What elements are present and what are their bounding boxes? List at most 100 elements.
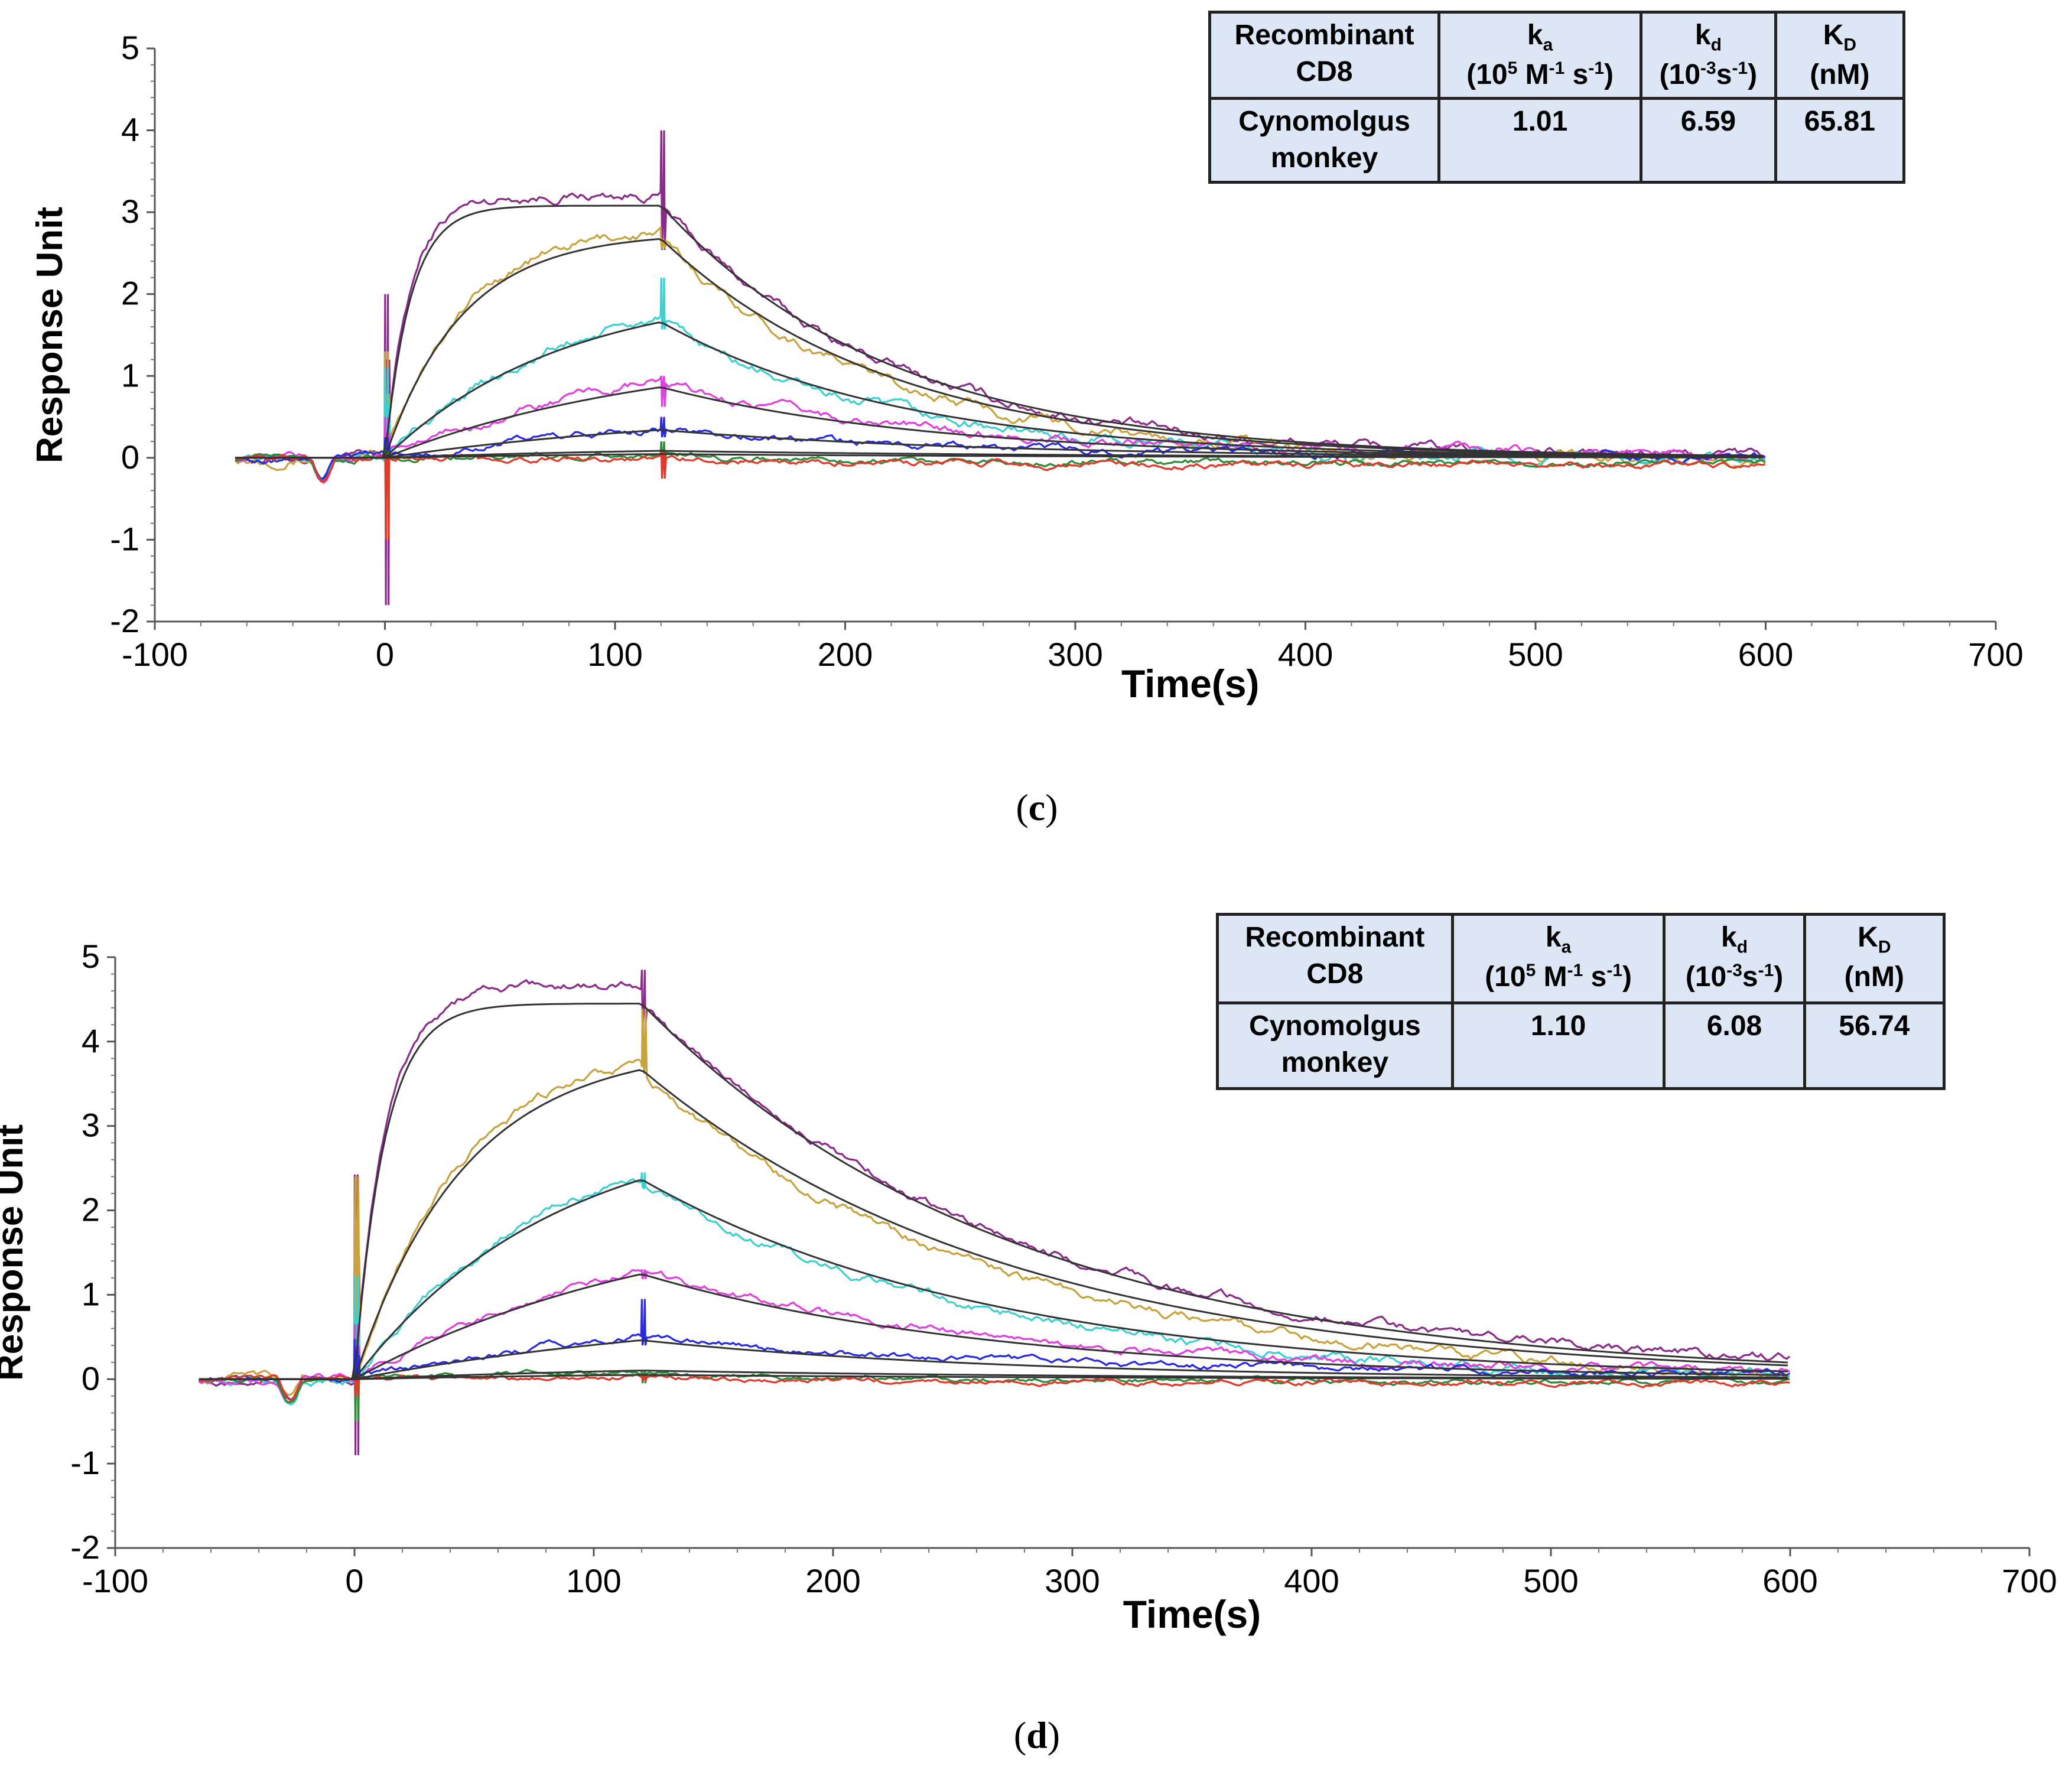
series-line-conc1 <box>235 130 1766 606</box>
y-tick-label: 0 <box>82 1360 100 1397</box>
x-axis-label: Time(s) <box>1121 662 1260 705</box>
header-ka-unit: (105 M-1 s-1) <box>1466 58 1614 90</box>
series-line-conc3 <box>199 1172 1790 1406</box>
fit-curve-conc5 <box>199 1339 1788 1380</box>
panel-letter-d: d <box>1026 1714 1048 1756</box>
series-line-conc4 <box>199 1269 1791 1404</box>
kinetics-table-c: Recombinant CD8 ka (105 M-1 s-1) kd (10-… <box>1208 11 1906 184</box>
value-KD: 65.81 <box>1774 96 1906 184</box>
y-tick-label: 1 <box>82 1275 100 1312</box>
series-line-conc2 <box>199 1009 1790 1396</box>
fit-curve-conc1 <box>235 204 1764 459</box>
y-tick-label: -1 <box>70 1444 100 1481</box>
panel-label-d: (d) <box>1013 1714 1061 1756</box>
header-cd8: CD8 <box>1296 56 1353 88</box>
x-tick-label: 400 <box>1284 1562 1339 1599</box>
header-ka-unit: (105 M-1 s-1) <box>1485 960 1632 993</box>
header-KD-unit: (nM) <box>1810 58 1870 90</box>
value-kd: 6.59 <box>1640 96 1777 184</box>
fit-curve-conc7 <box>199 1374 1788 1380</box>
y-tick-label: 4 <box>121 111 139 148</box>
fit-curve-conc4 <box>235 386 1764 459</box>
series-line-conc7 <box>235 449 1766 540</box>
row-name-cell: Cynomolgus monkey <box>1208 96 1441 184</box>
x-tick-label: 0 <box>376 636 394 673</box>
header-KD-unit: (nM) <box>1844 961 1904 993</box>
y-tick-label: 3 <box>82 1107 100 1144</box>
series-line-conc1 <box>198 970 1791 1455</box>
value-ka: 1.01 <box>1437 96 1643 184</box>
kinetics-table-header-row: Recombinant CD8 ka (105 M-1 s-1) kd (10-… <box>1216 913 1946 1004</box>
y-axis-label: Response Unit <box>0 1124 31 1381</box>
x-tick-label: -100 <box>82 1562 148 1599</box>
kinetics-table-data-row: Cynomolgus monkey 1.10 6.08 56.74 <box>1216 1001 1946 1091</box>
header-recombinant: Recombinant <box>1234 19 1414 51</box>
header-cell-recombinant: Recombinant CD8 <box>1208 11 1441 100</box>
fit-curve-conc7 <box>235 453 1764 459</box>
fit-curve-conc3 <box>235 321 1764 459</box>
x-tick-label: 500 <box>1523 1562 1578 1599</box>
header-cell-recombinant: Recombinant CD8 <box>1216 913 1454 1004</box>
header-kd-unit: (10-3s-1) <box>1685 960 1784 993</box>
x-tick-label: 300 <box>1048 636 1102 673</box>
x-tick-label: 300 <box>1045 1562 1100 1599</box>
chart-c: -2 -1 0 1 2 3 4 5 -100 0 100 200 300 400 500 600 700 Time… <box>30 29 2024 705</box>
row-name-cell: Cynomolgus monkey <box>1216 1001 1454 1091</box>
header-cell-kd: kd (10-3s-1) <box>1640 11 1777 100</box>
row-name-cynomolgus: Cynomolgus <box>1238 105 1410 137</box>
header-kd-symbol: kd <box>1694 19 1722 55</box>
x-tick-label: 700 <box>1968 636 2023 673</box>
kinetics-table-d: Recombinant CD8 ka (105 M-1 s-1) kd (10-… <box>1216 913 1946 1091</box>
row-name-monkey: monkey <box>1270 142 1378 174</box>
y-tick-label: 2 <box>82 1191 100 1228</box>
fit-curve-conc1 <box>199 1003 1788 1380</box>
fit-curve-conc4 <box>199 1273 1788 1380</box>
panel-c: -2 -1 0 1 2 3 4 5 -100 0 100 200 300 400 500 600 700 Time… <box>0 0 2072 886</box>
kinetics-table-header-row: Recombinant CD8 ka (105 M-1 s-1) kd (10-… <box>1208 11 1906 100</box>
header-ka-symbol: ka <box>1527 19 1553 55</box>
y-tick-label: 5 <box>121 29 139 66</box>
kinetics-table-data-row: Cynomolgus monkey 1.01 6.59 65.81 <box>1208 96 1906 184</box>
header-cell-kd: kd (10-3s-1) <box>1663 913 1806 1004</box>
x-tick-label: 100 <box>566 1562 621 1599</box>
series-line-conc5 <box>198 1299 1791 1401</box>
y-tick-label: -2 <box>70 1528 100 1566</box>
x-tick-label: 500 <box>1508 636 1563 673</box>
fit-curve-conc5 <box>235 429 1764 459</box>
value-kd: 6.08 <box>1663 1001 1806 1091</box>
header-cd8: CD8 <box>1306 958 1364 990</box>
x-tick-label: 0 <box>345 1562 363 1599</box>
panel-letter-c: c <box>1028 786 1046 828</box>
chart-d: -2 -1 0 1 2 3 4 5 -100 0 100 200 300 400 500 600 700 Time… <box>0 938 2057 1636</box>
header-cell-KD: KD (nM) <box>1774 11 1906 100</box>
y-tick-label: 5 <box>82 938 100 975</box>
fit-curve-conc2 <box>235 238 1764 459</box>
y-tick-label: 0 <box>121 438 139 476</box>
fit-curve-conc2 <box>199 1069 1788 1380</box>
x-tick-label: 400 <box>1278 636 1333 673</box>
header-recombinant: Recombinant <box>1245 922 1425 953</box>
header-kd-symbol: kd <box>1721 922 1748 957</box>
header-cell-ka: ka (105 M-1 s-1) <box>1450 913 1666 1004</box>
y-tick-label: -2 <box>110 602 139 639</box>
y-tick-label: 1 <box>121 356 139 393</box>
header-ka-symbol: ka <box>1545 922 1572 957</box>
fit-curve-conc3 <box>199 1179 1788 1380</box>
value-KD: 56.74 <box>1803 1001 1946 1091</box>
x-tick-label: 700 <box>2002 1562 2057 1599</box>
row-name-monkey: monkey <box>1281 1047 1389 1079</box>
x-tick-label: 600 <box>1762 1562 1817 1599</box>
x-tick-label: 100 <box>587 636 642 673</box>
panel-label-c: (c) <box>1016 786 1058 828</box>
x-tick-label: 200 <box>805 1562 860 1599</box>
x-tick-label: 200 <box>818 636 873 673</box>
panel-d: -2 -1 0 1 2 3 4 5 -100 0 100 200 300 400 500 600 700 Time… <box>0 889 2072 1775</box>
header-kd-unit: (10-3s-1) <box>1659 58 1758 90</box>
x-tick-label: 600 <box>1738 636 1793 673</box>
y-tick-label: 4 <box>82 1022 100 1059</box>
y-tick-label: -1 <box>110 520 139 557</box>
y-axis-label: Response Unit <box>30 207 70 463</box>
row-name-cynomolgus: Cynomolgus <box>1249 1010 1421 1042</box>
value-ka: 1.10 <box>1450 1001 1666 1091</box>
header-KD-symbol: KD <box>1823 19 1857 55</box>
